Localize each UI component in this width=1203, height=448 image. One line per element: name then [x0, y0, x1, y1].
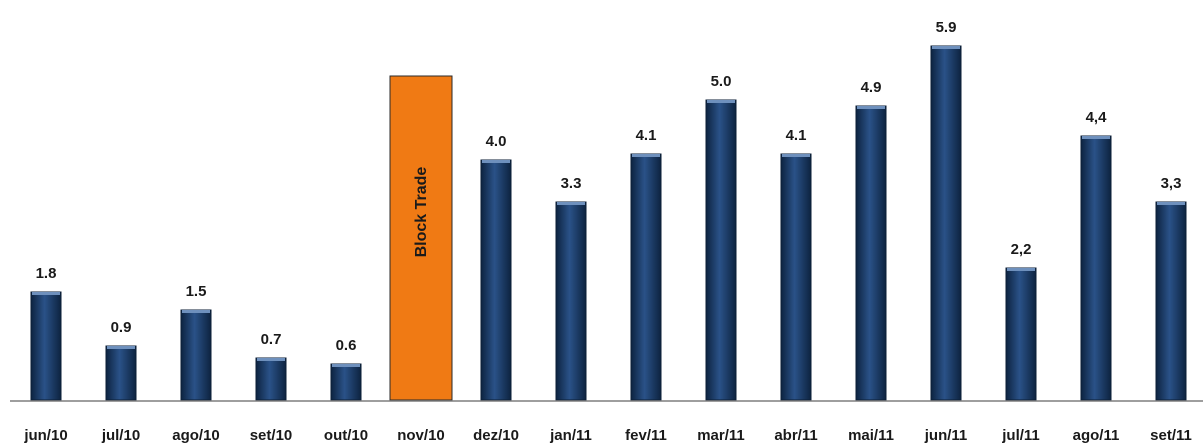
bar-highlight-cap [932, 46, 960, 49]
bar-highlight-cap [1082, 136, 1110, 139]
labels-layer: 1.8 0.9 1.5 0.7 0.6 Block Trade 4.0 3.3 4.1 5.0 4.… [36, 19, 1182, 354]
bar-highlight-cap [482, 160, 510, 163]
bar-highlight-cap [632, 154, 660, 157]
bar-highlight-cap [707, 100, 735, 103]
bar-jul-10 [105, 345, 137, 401]
bar-highlight-cap [557, 202, 585, 205]
data-label: 3,3 [1161, 175, 1182, 192]
x-tick-label: mai/11 [848, 427, 894, 444]
bar-nov-10 [389, 75, 453, 401]
bar-jun-10 [30, 291, 62, 401]
x-tick-label: set/10 [250, 427, 293, 444]
x-tick-label: nov/10 [397, 427, 445, 444]
data-label: 4.9 [861, 79, 882, 96]
x-tick-label: dez/10 [473, 427, 519, 444]
bar-abr-11 [780, 153, 812, 401]
bar-mai-11 [855, 105, 887, 401]
bar-ago-11 [1080, 135, 1112, 401]
x-tick-label: mar/11 [697, 427, 745, 444]
x-tick-label: jun/11 [924, 427, 968, 444]
highlight-bar-label: Block Trade [413, 167, 430, 258]
bar-highlight-cap [782, 154, 810, 157]
bar-jan-11 [555, 201, 587, 401]
bars-layer [30, 45, 1187, 401]
data-label: 1.5 [186, 283, 207, 300]
bar-ago-10 [180, 309, 212, 401]
data-label: 0.9 [111, 319, 132, 336]
bar-highlight-cap [182, 310, 210, 313]
bar-highlight-cap [32, 292, 60, 295]
bar-jun-11 [930, 45, 962, 401]
x-tick-label: jun/10 [23, 427, 67, 444]
data-label: 5.0 [711, 73, 732, 90]
data-label: 2,2 [1011, 241, 1032, 258]
x-tick-label: fev/11 [625, 427, 667, 444]
x-tick-label: jul/10 [101, 427, 140, 444]
data-label: 0.7 [261, 331, 282, 348]
bar-highlight-cap [332, 364, 360, 367]
x-tick-label: abr/11 [774, 427, 817, 444]
data-label: 1.8 [36, 265, 57, 282]
data-label: 3.3 [561, 175, 582, 192]
x-tick-label: ago/10 [172, 427, 220, 444]
x-tick-label: jul/11 [1001, 427, 1040, 444]
bar-set-11 [1155, 201, 1187, 401]
bar-set-10 [255, 357, 287, 401]
bar-highlight-cap [257, 358, 285, 361]
x-tick-label: set/11 [1150, 427, 1192, 444]
data-label: 4,4 [1086, 109, 1108, 126]
bar-highlight-cap [1157, 202, 1185, 205]
bar-out-10 [330, 363, 362, 401]
x-tick-label: jan/11 [549, 427, 592, 444]
data-label: 4.1 [786, 127, 807, 144]
data-label: 5.9 [936, 19, 957, 36]
data-label: 4.0 [486, 133, 507, 150]
x-tick-label: ago/11 [1073, 427, 1120, 444]
bar-highlight-cap [107, 346, 135, 349]
bar-dez-10 [480, 159, 512, 401]
bar-highlight-cap [1007, 268, 1035, 271]
x-tick-label: out/10 [324, 427, 368, 444]
bar-fev-11 [630, 153, 662, 401]
data-label: 4.1 [636, 127, 657, 144]
bar-highlight-cap [857, 106, 885, 109]
bar-mar-11 [705, 99, 737, 401]
bar-jul-11 [1005, 267, 1037, 401]
x-tick-labels: jun/10 jul/10 ago/10 set/10 out/10 nov/10 dez/… [23, 427, 1192, 444]
data-label: 0.6 [336, 337, 357, 354]
